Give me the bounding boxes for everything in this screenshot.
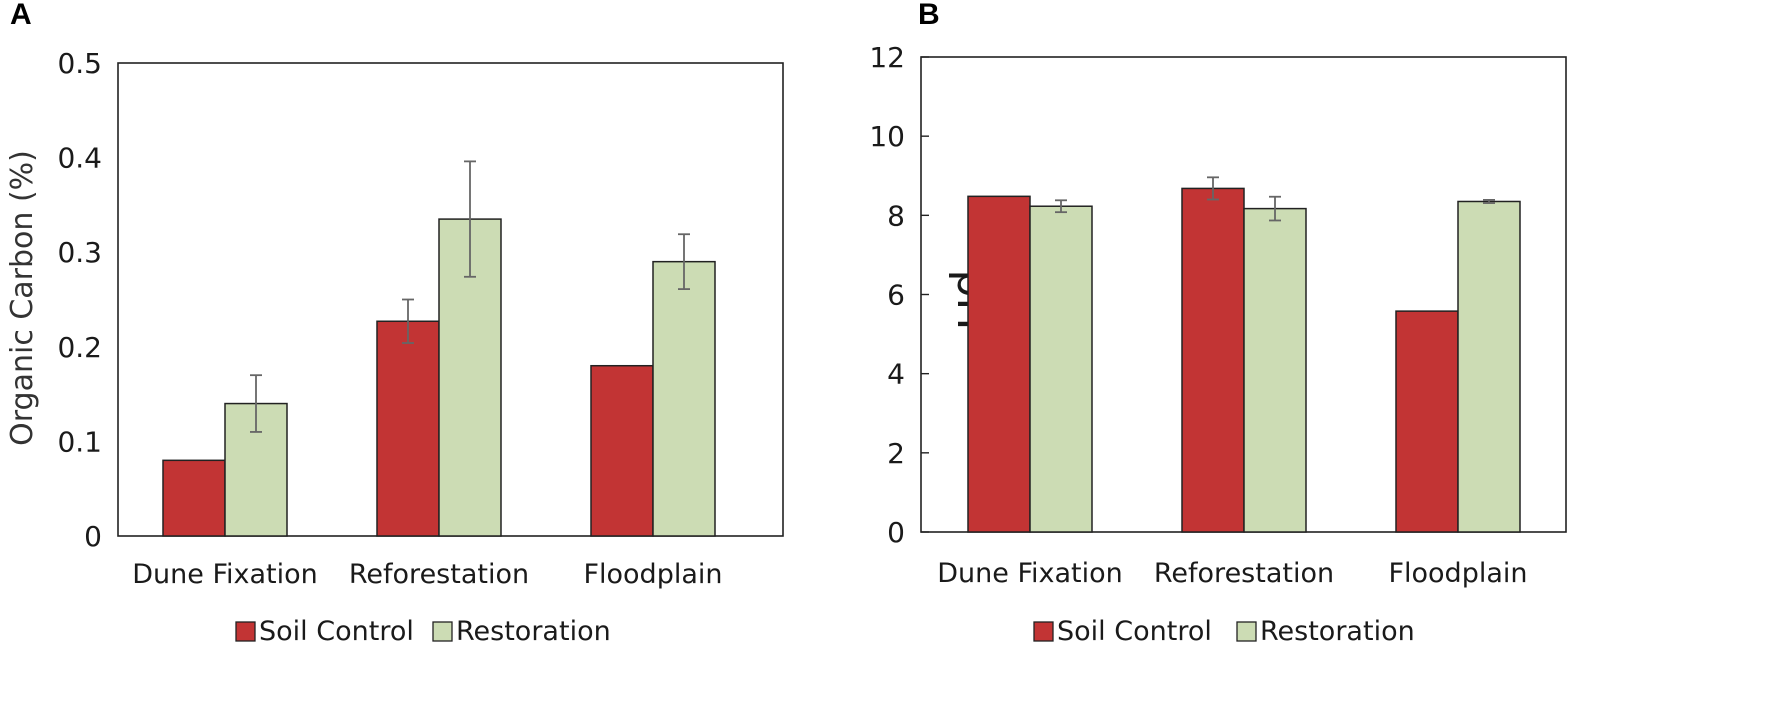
panel-b-y-tick-label: 0 — [887, 516, 905, 549]
panel-b-legend: Soil Control Restoration — [1033, 616, 1415, 647]
panel-a-y-tick-label: 0.4 — [57, 142, 102, 175]
panel-b-bar — [1029, 205, 1093, 533]
panel-b-y-tick-label: 10 — [869, 120, 905, 153]
panel-b-category-label: Reforestation — [1154, 558, 1334, 589]
panel-b-legend-label: Restoration — [1260, 616, 1415, 647]
panel-b-category-label: Dune Fixation — [937, 558, 1123, 589]
panel-b-y-tick-label: 8 — [887, 199, 905, 232]
panel-b-legend-label: Soil Control — [1057, 616, 1212, 647]
panel-a-legend-label: Restoration — [456, 616, 611, 647]
panel-a-bar — [162, 459, 226, 537]
panel-b-plot-area: 0 2 4 6 8 10 12 Dune Fixation Reforestation Flood… — [869, 41, 1567, 589]
panel-a-y-tick-label: 0 — [84, 520, 102, 553]
panel-b-y-tick-label: 6 — [887, 279, 905, 312]
panel-a-category-label: Reforestation — [349, 559, 529, 590]
panel-a-bar — [376, 320, 440, 537]
panel-b-legend-swatch — [1236, 621, 1257, 642]
panel-a: A Organic Carbon (%) 0 0.1 0.2 0.3 0.4 0.5 Dun… — [5, 0, 784, 647]
panel-a-letter: A — [10, 0, 32, 31]
panel-a-y-tick-label: 0.1 — [57, 425, 102, 458]
panel-a-bar — [652, 260, 716, 537]
panel-b-bar — [967, 195, 1031, 533]
panel-a-y-tick-label: 0.2 — [57, 331, 102, 364]
panel-a-bar — [590, 364, 654, 537]
panel-b-bar — [1181, 187, 1245, 533]
panel-a-legend-swatch — [432, 621, 453, 642]
panel-a-y-tick-label: 0.5 — [57, 47, 102, 80]
panel-b-bar — [1395, 310, 1459, 533]
panel-a-legend-label: Soil Control — [259, 616, 414, 647]
panel-b-bar — [1457, 200, 1521, 533]
panel-a-plot-area: 0 0.1 0.2 0.3 0.4 0.5 Dune Fixation Reforestati… — [57, 47, 784, 590]
panel-b-letter: B — [918, 0, 940, 31]
panel-a-legend-swatch — [235, 621, 256, 642]
panel-b-legend-swatch — [1033, 621, 1054, 642]
panel-b-y-tick-label: 12 — [869, 41, 905, 74]
panel-b-y-tick-label: 2 — [887, 437, 905, 470]
panel-a-y-axis-label: Organic Carbon (%) — [5, 150, 40, 446]
panel-a-y-tick-label: 0.3 — [57, 236, 102, 269]
panel-a-category-label: Floodplain — [583, 559, 722, 590]
panel-b-bar — [1243, 207, 1307, 533]
panel-a-legend: Soil Control Restoration — [235, 616, 611, 647]
panel-b-category-label: Floodplain — [1388, 558, 1527, 589]
panel-b-y-tick-label: 4 — [887, 358, 905, 391]
panel-a-category-label: Dune Fixation — [132, 559, 318, 590]
